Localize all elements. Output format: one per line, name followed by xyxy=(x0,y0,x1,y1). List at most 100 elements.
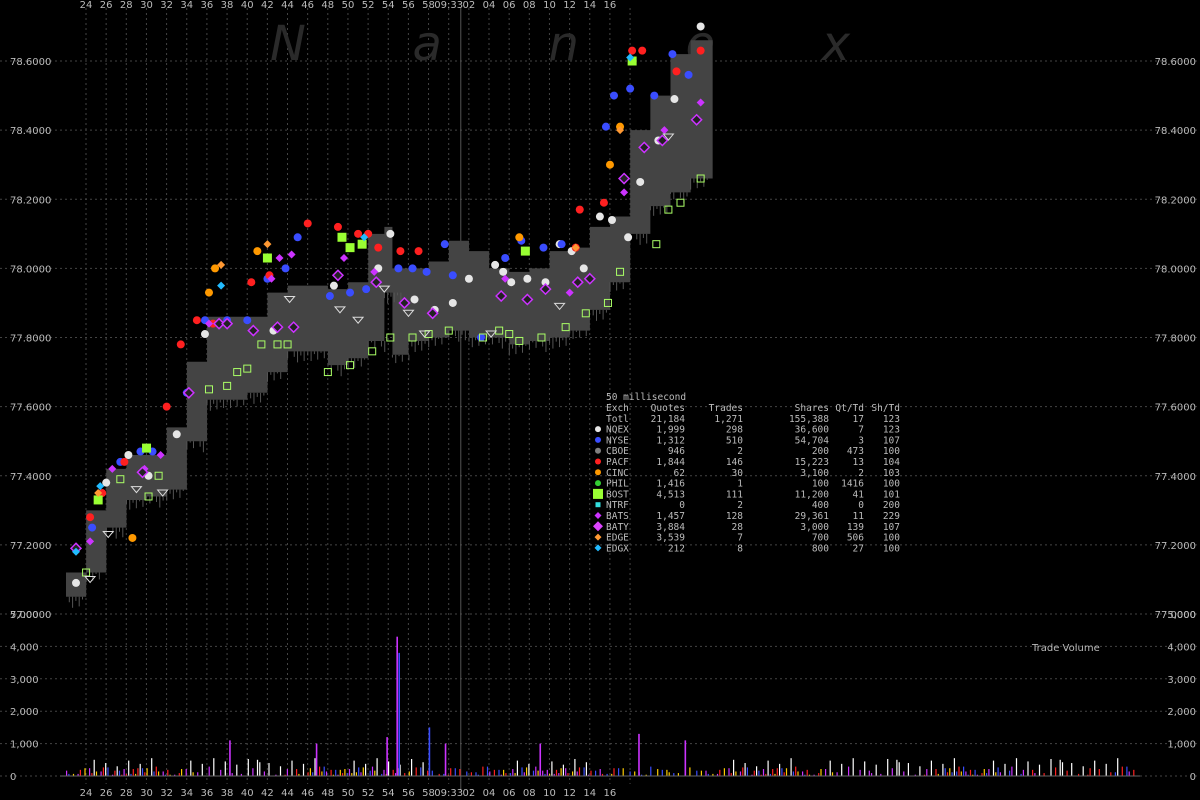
volume-bar xyxy=(760,774,762,776)
marker-edgx xyxy=(96,482,105,491)
volume-bar xyxy=(539,743,542,776)
marker-nyse xyxy=(362,285,371,294)
volume-bar xyxy=(583,767,585,776)
marker-ntrf xyxy=(603,298,612,307)
marker-pacf xyxy=(396,247,405,256)
marker-pacf xyxy=(120,457,129,466)
volume-bar xyxy=(381,773,383,776)
volume-bar xyxy=(259,762,261,776)
volume-bar xyxy=(505,773,507,776)
marker-phil xyxy=(130,486,143,494)
marker-edge xyxy=(217,260,226,269)
volume-bar xyxy=(450,768,452,776)
volume-bar xyxy=(783,772,785,776)
marker-edgx xyxy=(360,233,369,242)
marker-nqex xyxy=(523,274,532,283)
volume-bar xyxy=(358,767,360,776)
marker-edgx xyxy=(217,281,226,290)
marker-ntrf xyxy=(505,330,514,339)
volume-bar xyxy=(291,760,293,776)
volume-bar xyxy=(102,767,104,776)
volume-bar xyxy=(236,764,238,776)
volume-bar xyxy=(1098,769,1100,776)
volume-bar xyxy=(756,766,758,776)
marker-baty xyxy=(495,289,508,303)
stats-cell-shares: 700 xyxy=(812,533,829,544)
volume-bar xyxy=(332,774,334,776)
x-tick-label: 56 xyxy=(402,0,415,11)
volume-bar xyxy=(967,774,969,776)
marker-baty xyxy=(583,272,596,285)
stats-cell-trades: 2 xyxy=(737,446,743,457)
marker-ntrf xyxy=(323,368,332,377)
marker-nqex xyxy=(507,278,516,287)
volume-bar xyxy=(776,768,778,776)
volume-bar xyxy=(567,773,569,776)
marker-baty xyxy=(571,276,584,289)
volume-tick-label: 5,000 xyxy=(10,610,39,621)
stats-cell-quotes: 1,844 xyxy=(656,457,685,468)
volume-bar xyxy=(744,763,746,776)
marker-nyse xyxy=(293,233,302,242)
marker-nyse xyxy=(626,84,635,93)
volume-bar xyxy=(574,758,576,776)
marker-pacf xyxy=(354,229,363,238)
volume-tick-label: 3,000 xyxy=(1167,675,1196,686)
volume-bar xyxy=(155,766,157,776)
volume-title: Trade Volume xyxy=(1031,643,1100,654)
volume-bar xyxy=(509,773,512,776)
volume-bar xyxy=(369,770,371,776)
marker-ntrf xyxy=(204,385,213,394)
marker-nqex xyxy=(541,278,550,287)
x-tick-label: 06 xyxy=(503,788,516,799)
x-tick-label: 42 xyxy=(261,788,274,799)
legend-swatch-baty xyxy=(593,521,603,532)
x-tick-label: 30 xyxy=(140,0,153,11)
volume-bar xyxy=(923,774,926,776)
stats-cell-sh: 104 xyxy=(883,457,900,468)
marker-edge xyxy=(571,243,580,252)
legend-swatch-phil xyxy=(595,480,601,487)
volume-bar xyxy=(1059,759,1061,776)
marker-ntrf xyxy=(616,267,625,276)
marker-nyse xyxy=(243,316,252,325)
marker-phil xyxy=(402,309,415,318)
volume-bar xyxy=(500,774,502,776)
x-tick-label: 40 xyxy=(241,788,254,799)
volume-bar xyxy=(1055,767,1057,776)
marker-edge xyxy=(94,489,103,498)
marker-phil xyxy=(378,285,391,293)
volume-tick-label: 5,000 xyxy=(1167,610,1196,621)
marker-bost xyxy=(627,56,637,66)
marker-ntrf xyxy=(652,240,661,249)
volume-bar xyxy=(339,769,341,776)
marker-phil xyxy=(553,302,566,311)
x-tick-label: 50 xyxy=(342,0,355,11)
volume-bar xyxy=(995,772,997,776)
volume-bar xyxy=(590,770,592,776)
volume-bar xyxy=(779,763,781,776)
volume-bar xyxy=(576,771,578,776)
volume-bar xyxy=(781,768,783,776)
volume-bar xyxy=(907,763,909,776)
stats-cell-exch: EDGX xyxy=(606,543,629,554)
volume-bar xyxy=(121,774,123,776)
stats-header-shtd: Sh/Td xyxy=(871,403,900,414)
volume-bar xyxy=(806,769,808,776)
volume-bar xyxy=(951,772,953,776)
x-tick-label: 09:33 xyxy=(434,0,463,11)
volume-bar xyxy=(125,773,127,776)
volume-bar xyxy=(394,773,397,776)
volume-bar xyxy=(135,773,137,776)
volume-bar xyxy=(1011,766,1013,776)
volume-bar xyxy=(91,773,93,776)
marker-nyse xyxy=(281,264,290,273)
marker-nyse xyxy=(394,264,403,273)
volume-tick-label: 2,000 xyxy=(1167,707,1196,718)
volume-tick-label: 3,000 xyxy=(10,675,39,686)
stats-cell-trades: 28 xyxy=(732,522,744,533)
marker-bats xyxy=(339,254,348,263)
stats-cell-exch: NTRF xyxy=(606,500,629,511)
volume-bar xyxy=(1110,772,1112,776)
